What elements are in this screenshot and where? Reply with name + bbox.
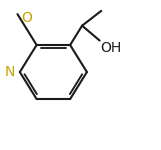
Text: O: O (21, 11, 32, 25)
Text: N: N (5, 65, 15, 79)
Text: OH: OH (100, 41, 122, 55)
